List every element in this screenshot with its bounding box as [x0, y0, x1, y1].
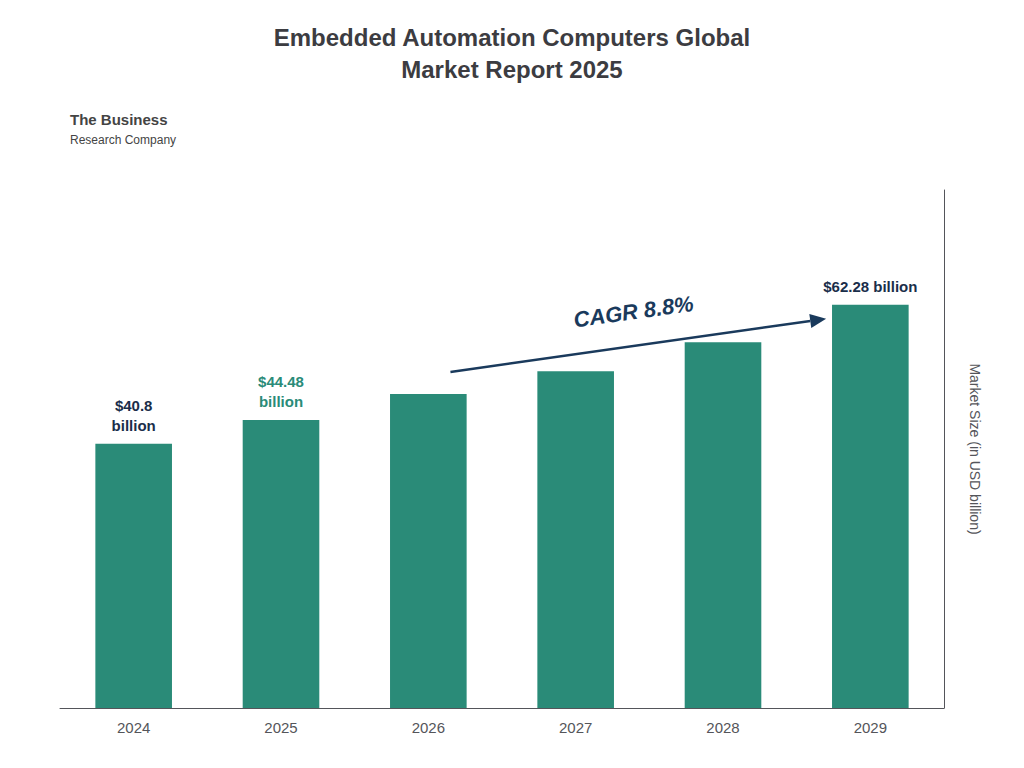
svg-text:2028: 2028: [706, 719, 739, 736]
svg-text:2029: 2029: [854, 719, 887, 736]
svg-text:Research Company: Research Company: [70, 133, 176, 147]
svg-text:billion: billion: [259, 393, 303, 410]
svg-text:billion: billion: [112, 417, 156, 434]
svg-text:2026: 2026: [412, 719, 445, 736]
svg-text:2025: 2025: [264, 719, 297, 736]
svg-text:The Business: The Business: [70, 111, 168, 128]
svg-text:$40.8: $40.8: [115, 397, 153, 414]
svg-text:Market Size (in USD billion): Market Size (in USD billion): [967, 363, 983, 534]
svg-text:Embedded Automation Computers: Embedded Automation Computers Global: [274, 24, 750, 51]
svg-text:Market Report 2025: Market Report 2025: [401, 56, 622, 83]
svg-text:2024: 2024: [117, 719, 150, 736]
svg-text:2027: 2027: [559, 719, 592, 736]
svg-text:CAGR 8.8%: CAGR 8.8%: [572, 291, 695, 333]
svg-text:$44.48: $44.48: [258, 373, 304, 390]
svg-text:$62.28 billion: $62.28 billion: [823, 278, 917, 295]
